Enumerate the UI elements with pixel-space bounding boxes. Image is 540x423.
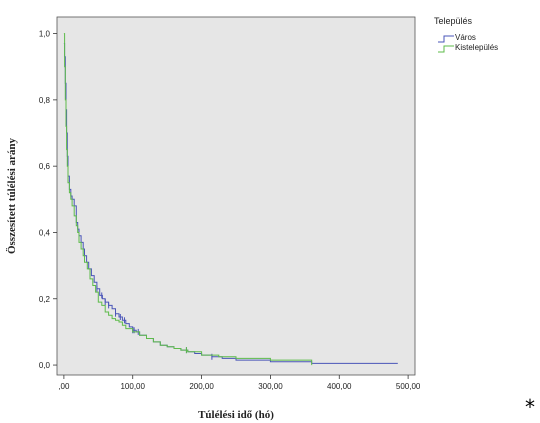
series-line-1 <box>63 33 313 366</box>
y-axis: 0,0 0,2 0,4 0,6 0,8 1,0 <box>39 30 57 370</box>
legend-swatch-varos <box>438 35 454 43</box>
series-layer <box>63 33 398 366</box>
legend-title: Település <box>434 16 473 26</box>
x-axis-title: Túlélési idő (hó) <box>198 409 274 421</box>
x-tick-label: 200,00 <box>189 382 214 391</box>
x-axis: ,00 100,00 200,00 300,00 400,00 500,00 <box>58 375 421 391</box>
y-tick-label: 0,8 <box>39 96 51 105</box>
y-tick-label: 0,6 <box>39 162 51 171</box>
x-tick-label: 500,00 <box>396 382 421 391</box>
y-tick-label: 1,0 <box>39 30 51 39</box>
y-tick-label: 0,0 <box>39 361 51 370</box>
x-tick-label: ,00 <box>58 382 70 391</box>
x-tick-label: 100,00 <box>120 382 145 391</box>
legend-label-varos: Város <box>455 33 476 42</box>
x-tick-label: 400,00 <box>327 382 352 391</box>
y-axis-title: Összesített túlélési arány <box>5 137 18 254</box>
legend-swatch-kistelepules <box>438 45 454 53</box>
legend: Település Város Kistelepülés <box>434 16 498 53</box>
annotation-asterisk: * <box>525 395 535 419</box>
x-tick-label: 300,00 <box>258 382 283 391</box>
y-tick-label: 0,2 <box>39 295 51 304</box>
legend-label-kistelepules: Kistelepülés <box>455 43 498 52</box>
y-tick-label: 0,4 <box>39 228 51 237</box>
plot-background <box>56 16 416 376</box>
